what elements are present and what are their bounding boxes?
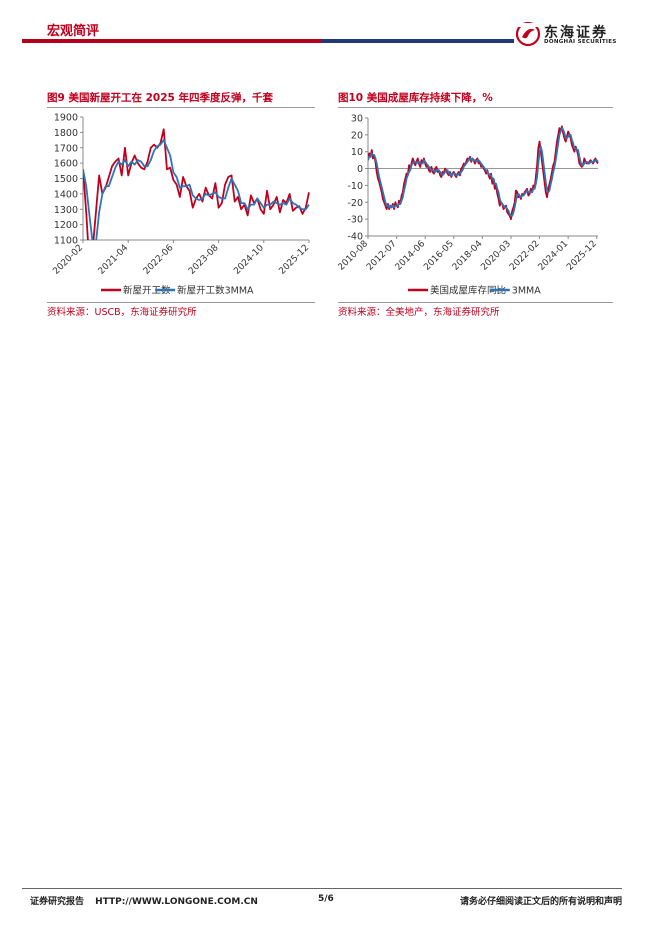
- header-rule-red: [22, 39, 322, 43]
- y-tick-label: -10: [347, 181, 363, 192]
- figure-9-source: 资料来源：USCB，东海证券研究所: [47, 307, 197, 318]
- footer-url-link[interactable]: HTTP://WWW.LONGONE.COM.CN: [95, 897, 258, 907]
- x-tick-label: 2022-02: [508, 239, 542, 273]
- y-tick-label: 1800: [54, 128, 78, 139]
- x-tick-label: 2025-12: [277, 243, 311, 277]
- figure-10-bottom-rule: [338, 302, 613, 303]
- y-tick-label: 1200: [54, 220, 78, 231]
- y-tick-label: 1100: [54, 236, 78, 247]
- series-line-2: [83, 139, 310, 240]
- legend-label-2: 新屋开工数3MMA: [177, 285, 254, 297]
- x-tick-label: 2024-10: [232, 243, 266, 277]
- series-line-1: [368, 125, 599, 221]
- y-tick-label: 1500: [54, 174, 78, 185]
- x-tick-label: 2020-03: [479, 239, 513, 273]
- x-tick-label: 2020-02: [51, 243, 85, 277]
- x-tick-label: 2023-08: [187, 243, 221, 277]
- footer-report-label: 证券研究报告: [30, 897, 85, 907]
- figure-10-title: 图10 美国成屋库存持续下降，%: [338, 92, 493, 104]
- figure-9-top-rule: [47, 107, 315, 108]
- figure-10-source: 资料来源：全美地产，东海证券研究所: [338, 307, 500, 318]
- section-title: 宏观简评: [47, 24, 100, 39]
- y-tick-label: 1900: [54, 113, 78, 124]
- logo-mark-icon: [515, 21, 541, 47]
- figure-9-chart: 1900 1800 1700 1600 1500 1400 1300 1200 11002020…: [51, 113, 311, 297]
- footer-left: 证券研究报告 HTTP://WWW.LONGONE.COM.CN: [30, 894, 258, 907]
- y-tick-label: 1300: [54, 205, 78, 216]
- x-tick-label: 2022-06: [142, 243, 176, 277]
- page-number: 5/6: [318, 894, 334, 904]
- company-logo: 东海证券 DONGHAI SECURITIES: [514, 20, 622, 48]
- legend-label-1: 新屋开工数: [123, 285, 171, 297]
- y-tick-label: 1600: [54, 159, 78, 170]
- x-tick-label: 2012-07: [365, 239, 399, 273]
- figure-9-bottom-rule: [47, 302, 315, 303]
- x-tick-label: 2025-12: [565, 239, 599, 273]
- x-tick-label: 2014-06: [394, 239, 428, 273]
- y-tick-label: -20: [347, 198, 363, 209]
- x-tick-label: 2024-01: [537, 239, 571, 273]
- y-tick-label: -30: [347, 215, 363, 226]
- x-tick-label: 2016-05: [422, 239, 456, 273]
- header-rule-blue: [322, 39, 622, 43]
- figure-10-chart: 30 20 10 0 -10 -20 -30 -402010-082012-072014-06…: [338, 114, 599, 297]
- series-line-2: [368, 127, 599, 217]
- figure-9-title: 图9 美国新屋开工在 2025 年四季度反弹，千套: [47, 92, 273, 104]
- y-tick-label: -40: [347, 232, 363, 243]
- x-tick-label: 2021-04: [97, 243, 131, 277]
- footer-disclaimer: 请务必仔细阅读正文后的所有说明和声明: [459, 897, 622, 907]
- x-tick-label: 2018-04: [451, 239, 485, 273]
- legend-label-1: 美国成屋库存同比: [430, 285, 506, 297]
- figure-10-top-rule: [338, 107, 613, 108]
- logo-text-en: DONGHAI SECURITIES: [544, 39, 617, 45]
- y-tick-label: 1400: [54, 189, 78, 200]
- y-tick-label: 20: [351, 130, 363, 141]
- logo-text-cn: 东海证券: [544, 25, 608, 41]
- x-tick-label: 2010-08: [338, 239, 370, 273]
- y-tick-label: 0: [357, 164, 363, 175]
- y-tick-label: 10: [351, 147, 363, 158]
- footer-rule: [22, 888, 622, 889]
- y-tick-label: 1700: [54, 143, 78, 154]
- y-tick-label: 30: [351, 114, 363, 125]
- legend-label-2: 3MMA: [512, 286, 541, 297]
